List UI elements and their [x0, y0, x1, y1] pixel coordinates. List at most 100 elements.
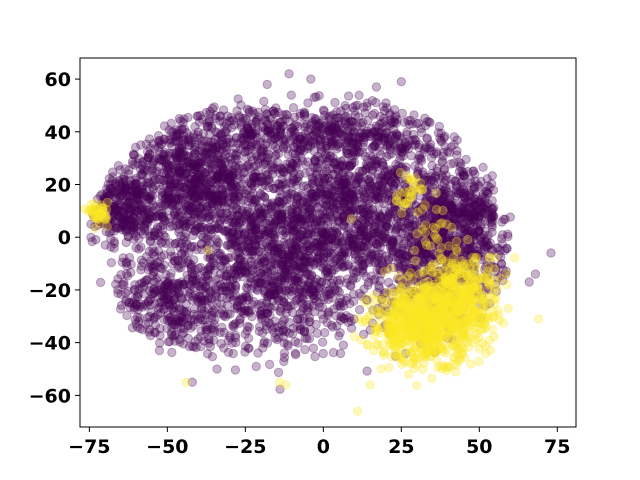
- data-point-class-0: [150, 231, 160, 241]
- data-point-class-0: [173, 191, 183, 202]
- data-point-class-0: [168, 221, 178, 231]
- data-point-class-0: [212, 191, 223, 202]
- data-point-class-0: [138, 281, 149, 291]
- data-point-class-0: [169, 181, 179, 192]
- data-point-class-0: [132, 193, 143, 203]
- data-point-class-0: [158, 200, 168, 211]
- data-point-class-0: [248, 246, 258, 257]
- data-point-class-0: [193, 186, 203, 196]
- data-point-class-0: [346, 196, 356, 206]
- data-point-class-0: [118, 191, 128, 201]
- data-point-class-0: [191, 177, 201, 187]
- data-point-class-0: [291, 350, 301, 360]
- data-point-class-0: [153, 235, 163, 246]
- data-point-class-0: [227, 338, 238, 348]
- data-point-class-0: [130, 142, 141, 153]
- data-point-class-0: [401, 141, 412, 152]
- data-point-class-0: [157, 192, 167, 202]
- data-point-class-0: [190, 158, 201, 168]
- data-point-class-0: [249, 173, 259, 183]
- data-point-class-0: [232, 182, 242, 192]
- data-point-class-0: [196, 158, 207, 168]
- data-point-class-0: [213, 223, 223, 233]
- data-point-class-0: [211, 127, 221, 137]
- data-point-class-0: [207, 170, 217, 180]
- data-point-class-0: [204, 198, 215, 209]
- data-point-class-0: [183, 179, 193, 189]
- data-point-class-0: [406, 237, 416, 248]
- data-point-class-0: [306, 270, 317, 280]
- data-point-class-0: [120, 181, 131, 192]
- data-point-class-0: [185, 165, 195, 175]
- data-point-class-0: [205, 222, 215, 233]
- data-point-class-0: [165, 135, 175, 145]
- data-point-class-0: [231, 189, 241, 200]
- data-point-class-0: [195, 291, 205, 302]
- data-point-class-0: [205, 109, 215, 120]
- data-point-class-0: [161, 179, 171, 189]
- data-point-class-0: [127, 323, 138, 333]
- data-point-class-0: [129, 305, 140, 315]
- data-point-class-0: [207, 162, 217, 172]
- data-point-class-0: [165, 213, 176, 224]
- data-point-class-0: [250, 240, 260, 251]
- data-point-class-0: [207, 313, 217, 323]
- data-point-class-0: [152, 222, 163, 232]
- data-point-class-0: [176, 149, 186, 159]
- data-point-class-0: [227, 167, 238, 178]
- data-point-class-0: [145, 256, 156, 266]
- data-point-class-0: [303, 281, 313, 291]
- data-point-class-0: [198, 173, 209, 184]
- data-point-class-0: [258, 256, 269, 266]
- data-point-class-0: [173, 173, 184, 183]
- data-point-class-0: [292, 212, 303, 223]
- data-point-class-0: [188, 164, 198, 175]
- data-point-class-0: [256, 190, 266, 200]
- data-point-class-0: [132, 312, 143, 323]
- data-point-class-0: [259, 96, 269, 107]
- data-point-class-0: [154, 345, 165, 356]
- data-point-class-0: [189, 241, 200, 252]
- data-point-class-0: [212, 364, 222, 374]
- data-point-class-0: [251, 160, 261, 171]
- data-point-class-0: [166, 127, 177, 137]
- data-point-class-0: [170, 278, 180, 288]
- data-point-class-0: [318, 337, 328, 347]
- data-point-class-0: [203, 190, 213, 200]
- data-point-class-0: [139, 208, 149, 218]
- data-point-class-0: [196, 326, 206, 336]
- data-point-class-0: [502, 243, 512, 254]
- data-point-class-0: [104, 214, 115, 224]
- data-point-class-0: [476, 194, 486, 205]
- data-point-class-0: [202, 118, 213, 128]
- data-point-class-0: [312, 187, 322, 198]
- data-point-class-0: [244, 235, 254, 245]
- data-point-class-0: [160, 190, 170, 200]
- data-point-class-0: [174, 227, 184, 237]
- data-point-class-0: [217, 208, 228, 219]
- data-point-class-0: [250, 225, 261, 235]
- data-point-class-0: [217, 139, 228, 149]
- data-point-class-0: [177, 163, 188, 173]
- data-point-class-0: [175, 303, 185, 313]
- data-point-class-0: [139, 166, 149, 176]
- data-point-class-0: [155, 199, 166, 209]
- data-point-class-0: [253, 112, 264, 122]
- data-point-class-0: [171, 131, 182, 142]
- data-point-class-0: [196, 189, 206, 199]
- data-point-class-0: [334, 172, 345, 183]
- data-point-class-0: [269, 108, 280, 118]
- data-point-class-0: [201, 207, 211, 217]
- data-point-class-0: [161, 193, 171, 203]
- data-point-class-0: [316, 217, 326, 227]
- data-point-class-0: [169, 330, 180, 341]
- data-point-class-0: [288, 233, 299, 243]
- data-point-class-0: [261, 226, 271, 237]
- data-point-class-0: [194, 139, 204, 149]
- data-point-class-0: [251, 172, 261, 182]
- data-point-class-0: [142, 191, 152, 202]
- data-point-class-0: [370, 274, 380, 284]
- data-point-class-0: [262, 138, 272, 148]
- data-point-class-0: [138, 185, 148, 195]
- data-point-class-0: [343, 91, 354, 101]
